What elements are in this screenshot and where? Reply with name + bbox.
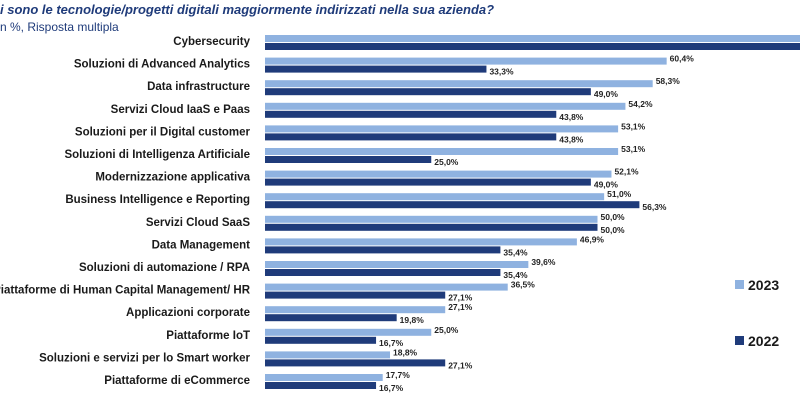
legend-label-2023: 2023	[748, 277, 779, 293]
bar-2022	[265, 336, 377, 344]
value-label-2022: 35,4%	[503, 247, 528, 257]
value-label-2023: 36,5%	[511, 280, 536, 290]
value-label-2022: 50,0%	[601, 225, 626, 235]
bar-2022	[265, 246, 501, 254]
category-label: Servizi Cloud SaaS	[146, 217, 251, 229]
value-label-2023: 46,9%	[580, 234, 605, 244]
bar-2023	[265, 261, 529, 268]
value-label-2022: 43,8%	[559, 112, 584, 122]
bar-2022	[265, 88, 591, 96]
value-label-2023: 53,1%	[621, 144, 646, 154]
category-label: Soluzioni di Intelligenza Artificiale	[64, 149, 250, 161]
bar-2022	[265, 156, 432, 163]
value-label-2022: 33,3%	[489, 67, 514, 77]
value-label-2023: 25,0%	[434, 325, 459, 335]
category-label: Applicazioni corporate	[126, 307, 250, 319]
bar-2023	[265, 238, 577, 246]
value-label-2023: 39,6%	[531, 257, 556, 267]
bar-2023	[265, 57, 667, 65]
value-label-2023: 52,1%	[614, 167, 639, 177]
bar-2022	[265, 43, 800, 50]
value-label-2022: 27,1%	[448, 360, 473, 370]
legend-label-2022: 2022	[748, 333, 779, 349]
bar-2023	[265, 328, 432, 336]
category-label: Servizi Cloud IaaS e Paas	[111, 104, 250, 116]
value-label-2022: 49,0%	[594, 180, 619, 190]
bar-2022	[265, 382, 377, 389]
value-label-2022: 16,7%	[379, 383, 404, 393]
bar-2022	[265, 178, 591, 186]
value-label-2023: 18,8%	[393, 347, 418, 357]
bar-2023	[265, 148, 619, 155]
bar-2023	[265, 306, 446, 314]
value-label-2022: 56,3%	[642, 202, 667, 212]
bar-2023	[265, 351, 391, 359]
bar-2023	[265, 374, 383, 381]
bar-2022	[265, 110, 557, 118]
value-label-2023: 53,1%	[621, 121, 646, 131]
bar-2023	[265, 35, 800, 42]
bar-2022	[265, 201, 640, 209]
value-label-2022: 35,4%	[503, 270, 528, 280]
category-label: Piattaforme di eCommerce	[104, 375, 250, 387]
legend-swatch-2023	[735, 280, 744, 289]
value-label-2023: 51,0%	[607, 189, 632, 199]
value-label-2022: 19,8%	[400, 315, 425, 325]
bar-2022	[265, 314, 397, 322]
bar-2023	[265, 80, 653, 88]
category-label: Business Intelligence e Reporting	[65, 194, 250, 206]
value-label-2022: 25,0%	[434, 157, 459, 167]
category-label: Soluzioni di Advanced Analytics	[74, 59, 250, 71]
bar-2022	[265, 223, 598, 231]
legend-swatch-2022	[735, 336, 744, 345]
chart-title: i sono le tecnologie/progetti digitali m…	[0, 2, 495, 17]
bar-2022	[265, 65, 487, 73]
category-label: Piattaforme IoT	[166, 330, 250, 342]
value-label-2023: 50,0%	[601, 212, 626, 222]
category-label: Modernizzazione applicativa	[95, 172, 250, 184]
category-label: Soluzioni di automazione / RPA	[79, 262, 250, 274]
category-label: Data infrastructure	[147, 81, 250, 93]
category-label: Data Management	[152, 239, 251, 251]
value-label-2022: 27,1%	[448, 293, 473, 303]
bar-2022	[265, 359, 446, 367]
value-label-2023: 60,4%	[670, 54, 695, 64]
bar-2023	[265, 170, 612, 178]
bar-2022	[265, 133, 557, 141]
value-label-2023: 54,2%	[628, 99, 653, 109]
bar-2023	[265, 193, 605, 201]
bar-2023	[265, 283, 508, 291]
chart-subtitle: n %, Risposta multipla	[0, 20, 119, 34]
value-label-2022: 49,0%	[594, 89, 619, 99]
bar-2023	[265, 215, 598, 223]
value-label-2023: 27,1%	[448, 302, 473, 312]
value-label-2022: 16,7%	[379, 338, 404, 348]
category-label: Piattaforme di Human Capital Management/…	[0, 285, 251, 297]
category-label: Soluzioni per il Digital customer	[75, 126, 251, 138]
bar-2022	[265, 291, 446, 299]
bar-2023	[265, 125, 619, 133]
bar-2022	[265, 269, 501, 276]
bar-2023	[265, 102, 626, 110]
category-label: Soluzioni e servizi per lo Smart worker	[39, 352, 250, 364]
category-label: Cybersecurity	[173, 36, 250, 48]
value-label-2022: 43,8%	[559, 134, 584, 144]
value-label-2023: 58,3%	[656, 76, 681, 86]
value-label-2023: 17,7%	[386, 370, 411, 380]
